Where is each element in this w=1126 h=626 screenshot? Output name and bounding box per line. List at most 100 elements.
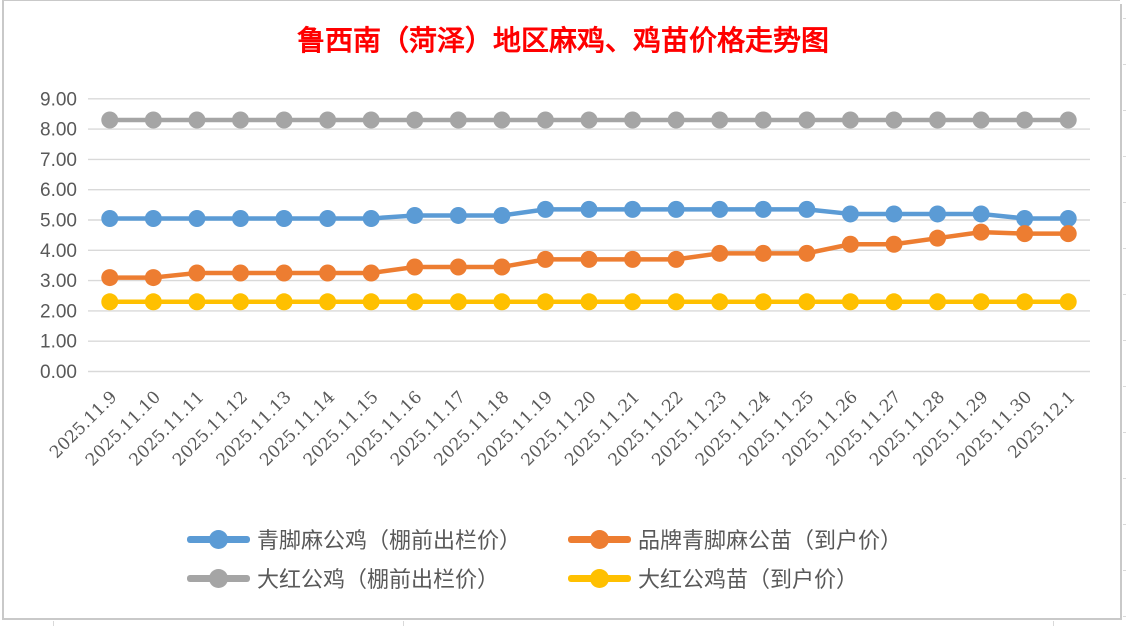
- data-point[interactable]: [1059, 209, 1077, 227]
- data-point[interactable]: [231, 293, 249, 311]
- data-point[interactable]: [144, 209, 162, 227]
- data-point[interactable]: [144, 269, 162, 287]
- data-point[interactable]: [1016, 225, 1034, 243]
- data-point[interactable]: [101, 209, 119, 227]
- data-point[interactable]: [406, 258, 424, 276]
- data-point[interactable]: [188, 293, 206, 311]
- data-point[interactable]: [841, 111, 859, 129]
- data-point[interactable]: [754, 244, 772, 262]
- data-point[interactable]: [754, 293, 772, 311]
- data-point[interactable]: [798, 293, 816, 311]
- data-point[interactable]: [885, 235, 903, 253]
- data-point[interactable]: [798, 111, 816, 129]
- data-point[interactable]: [929, 205, 947, 223]
- data-point[interactable]: [406, 293, 424, 311]
- data-point[interactable]: [536, 250, 554, 268]
- data-point[interactable]: [275, 209, 293, 227]
- data-point[interactable]: [885, 293, 903, 311]
- data-point[interactable]: [1016, 111, 1034, 129]
- data-point[interactable]: [667, 250, 685, 268]
- data-point[interactable]: [275, 293, 293, 311]
- data-point[interactable]: [972, 111, 990, 129]
- data-point[interactable]: [362, 111, 380, 129]
- data-point[interactable]: [144, 111, 162, 129]
- data-point[interactable]: [449, 258, 467, 276]
- data-point[interactable]: [667, 111, 685, 129]
- data-point[interactable]: [406, 111, 424, 129]
- data-point[interactable]: [798, 244, 816, 262]
- data-point[interactable]: [667, 293, 685, 311]
- data-point[interactable]: [536, 200, 554, 218]
- data-point[interactable]: [275, 111, 293, 129]
- data-point[interactable]: [580, 200, 598, 218]
- data-point[interactable]: [754, 111, 772, 129]
- data-point[interactable]: [362, 264, 380, 282]
- legend-item-brand-qingjiao-chick[interactable]: 品牌青脚麻公苗（到户价）: [568, 522, 902, 556]
- data-point[interactable]: [449, 293, 467, 311]
- data-point[interactable]: [144, 293, 162, 311]
- data-point[interactable]: [188, 264, 206, 282]
- data-point[interactable]: [972, 223, 990, 241]
- sheet-gridline: [1123, 478, 1126, 479]
- data-point[interactable]: [929, 293, 947, 311]
- data-point[interactable]: [493, 111, 511, 129]
- data-point[interactable]: [972, 293, 990, 311]
- data-point[interactable]: [1059, 293, 1077, 311]
- data-point[interactable]: [972, 205, 990, 223]
- data-point[interactable]: [101, 111, 119, 129]
- data-point[interactable]: [449, 111, 467, 129]
- data-point[interactable]: [624, 293, 642, 311]
- data-point[interactable]: [536, 111, 554, 129]
- legend-item-qingjiao-rooster[interactable]: 青脚麻公鸡（棚前出栏价）: [187, 522, 568, 556]
- data-point[interactable]: [624, 111, 642, 129]
- sheet-gridline: [53, 621, 54, 626]
- data-point[interactable]: [275, 264, 293, 282]
- data-point[interactable]: [885, 111, 903, 129]
- data-point[interactable]: [711, 200, 729, 218]
- data-point[interactable]: [101, 269, 119, 287]
- data-point[interactable]: [188, 111, 206, 129]
- data-point[interactable]: [493, 258, 511, 276]
- data-point[interactable]: [885, 205, 903, 223]
- data-point[interactable]: [798, 200, 816, 218]
- data-point[interactable]: [319, 209, 337, 227]
- data-point[interactable]: [1016, 293, 1034, 311]
- data-point[interactable]: [1059, 111, 1077, 129]
- data-point[interactable]: [580, 293, 598, 311]
- data-point[interactable]: [711, 293, 729, 311]
- data-point[interactable]: [711, 111, 729, 129]
- data-point[interactable]: [624, 200, 642, 218]
- data-point[interactable]: [1059, 225, 1077, 243]
- data-point[interactable]: [841, 205, 859, 223]
- data-point[interactable]: [929, 111, 947, 129]
- data-point[interactable]: [754, 200, 772, 218]
- data-point[interactable]: [841, 235, 859, 253]
- data-point[interactable]: [101, 293, 119, 311]
- data-point[interactable]: [667, 200, 685, 218]
- data-point[interactable]: [231, 209, 249, 227]
- data-point[interactable]: [188, 209, 206, 227]
- data-point[interactable]: [493, 206, 511, 224]
- data-point[interactable]: [841, 293, 859, 311]
- data-point[interactable]: [580, 111, 598, 129]
- data-point[interactable]: [624, 250, 642, 268]
- y-axis-label: 8.00: [40, 120, 77, 141]
- data-point[interactable]: [929, 229, 947, 247]
- data-point[interactable]: [319, 293, 337, 311]
- data-point[interactable]: [580, 250, 598, 268]
- data-point[interactable]: [711, 244, 729, 262]
- data-point[interactable]: [449, 206, 467, 224]
- legend-item-dahong-rooster[interactable]: 大红公鸡（棚前出栏价）: [187, 561, 568, 595]
- data-point[interactable]: [231, 264, 249, 282]
- data-point[interactable]: [362, 293, 380, 311]
- data-point[interactable]: [362, 209, 380, 227]
- data-point[interactable]: [1016, 209, 1034, 227]
- data-point[interactable]: [231, 111, 249, 129]
- data-point[interactable]: [319, 111, 337, 129]
- data-point[interactable]: [493, 293, 511, 311]
- legend-item-dahong-chick[interactable]: 大红公鸡苗（到户价）: [568, 561, 902, 595]
- data-point[interactable]: [406, 206, 424, 224]
- data-point[interactable]: [536, 293, 554, 311]
- data-point[interactable]: [319, 264, 337, 282]
